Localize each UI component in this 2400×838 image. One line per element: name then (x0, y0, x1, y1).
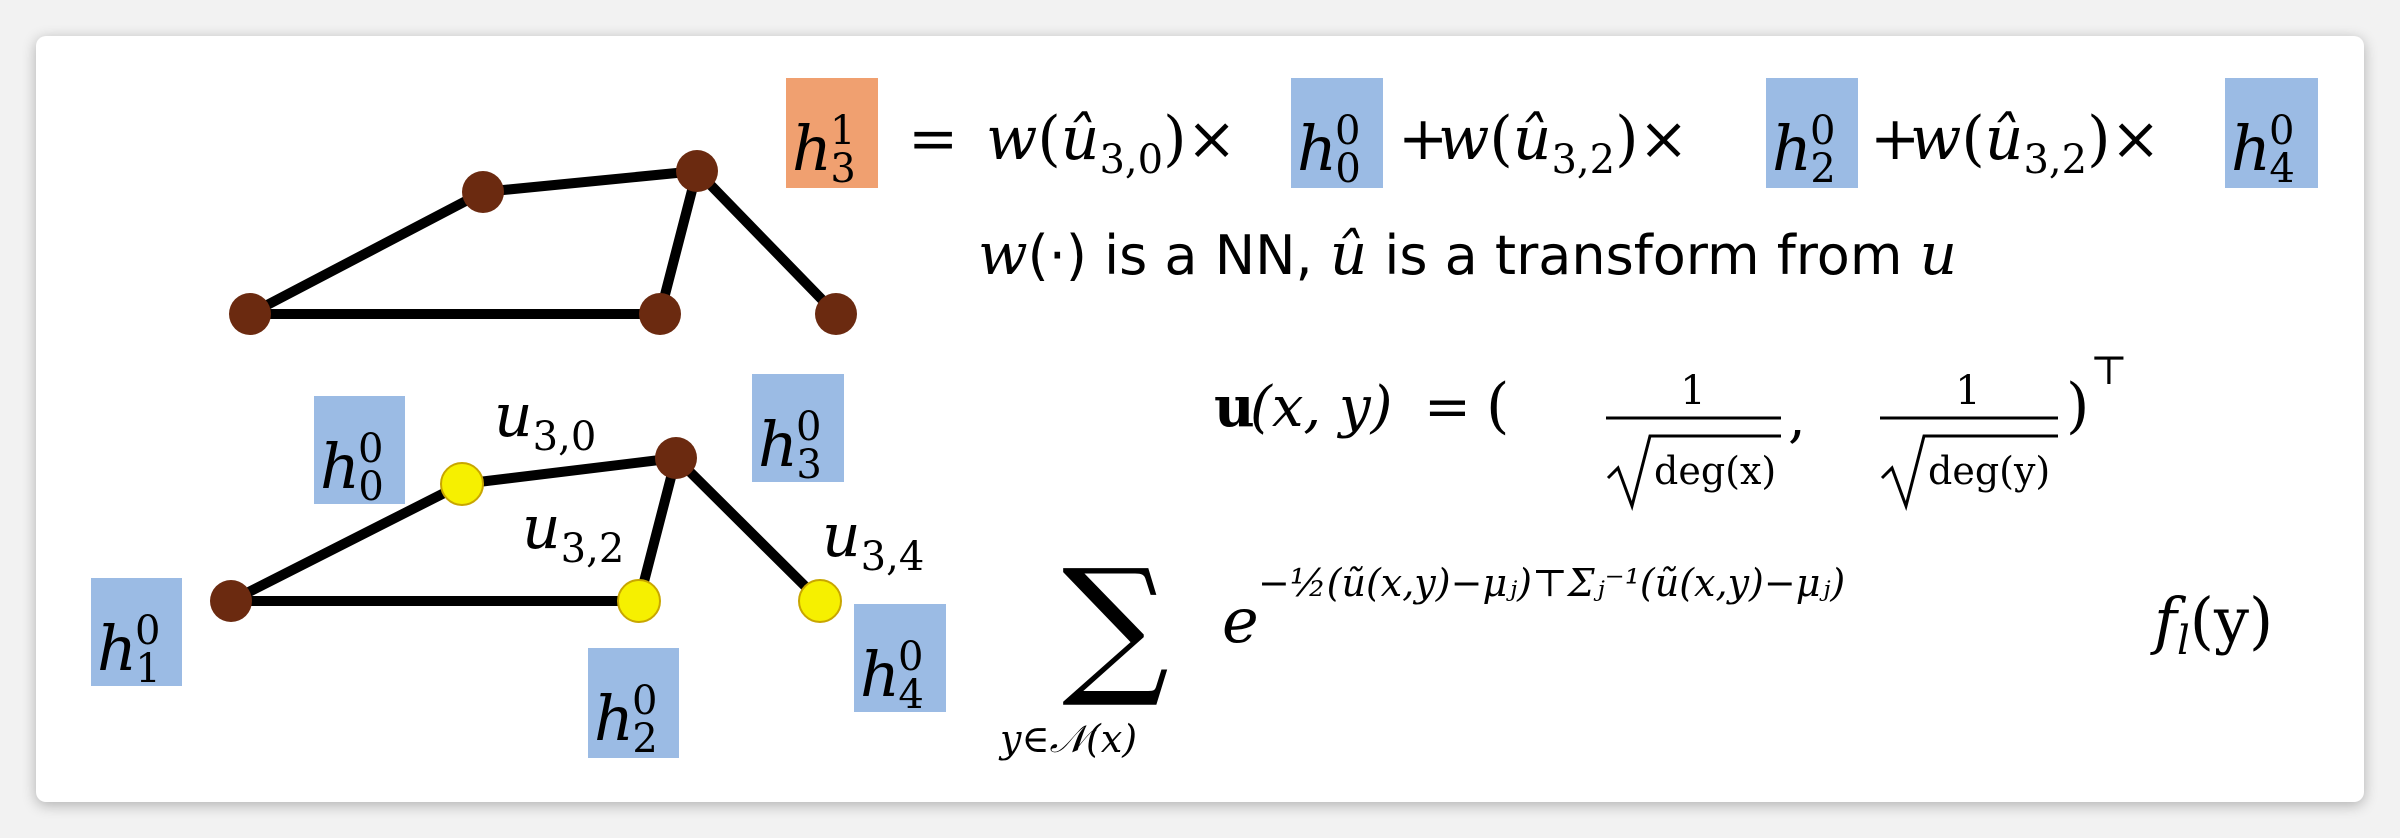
deg-y: deg(y) (1928, 449, 2050, 493)
sqrt-x (1606, 434, 1781, 512)
u-bold: u (1214, 374, 1255, 440)
label-h4: h0 4 (860, 634, 924, 718)
label-box-h2: h0 2 (588, 648, 679, 762)
gaussian-sum: ∑ y∈𝒩(x) e −½(ũ(x,y)−μⱼ)⊤Σⱼ⁻¹(ũ(x,y)−μⱼ)… (998, 538, 2273, 761)
u-transpose: ⊤ (2090, 348, 2128, 394)
top-graph (229, 150, 857, 335)
u-equals: = (1424, 375, 1471, 440)
u-comma: , (1788, 385, 1806, 450)
sqrt-y (1880, 434, 2058, 512)
bottom-graph: h0 0 h0 1 h0 2 h0 3 h0 4 u3,0 u3,2 u3,4 (91, 374, 946, 762)
term1-h-box (1291, 78, 1383, 188)
top-edge-e (692, 166, 841, 319)
term2-weight: w(û3,2)× (1438, 104, 1689, 183)
label-h1: h0 1 (97, 608, 161, 692)
top-edge-b (478, 166, 702, 197)
bottom-node-h0 (440, 462, 484, 506)
label-box-bg (588, 648, 679, 758)
top-node (462, 171, 504, 213)
bottom-node-h4 (798, 579, 842, 623)
sigma-symbol: ∑ (1062, 538, 1169, 712)
top-node (639, 293, 681, 335)
u-close-paren: ) (2066, 371, 2089, 441)
diagram-card: h0 0 h0 1 h0 2 h0 3 h0 4 u3,0 u3,2 u3,4 h1 3 =… (36, 36, 2364, 802)
top-node (229, 293, 271, 335)
label-box-h3: h0 3 (752, 374, 844, 488)
top-edge-a (245, 187, 488, 319)
exp-e: e (1222, 584, 1259, 657)
diagram-canvas: h0 0 h0 1 h0 2 h0 3 h0 4 u3,0 u3,2 u3,4 h1 3 =… (91, 78, 2318, 762)
term3-weight: w(û3,2)× (1910, 104, 2161, 183)
label-box-h0: h0 0 (314, 396, 405, 510)
equation-equals: = (908, 104, 958, 174)
edge-label-u30: u3,0 (494, 381, 596, 460)
bottom-edge-h0-h3 (457, 453, 681, 489)
u-args: (x, y) (1250, 375, 1393, 440)
bottom-edge-h2-h3 (634, 453, 681, 606)
term2-h: h0 2 (1772, 108, 1836, 192)
label-h2: h0 2 (594, 678, 658, 762)
edge-label-u34: u3,4 (822, 501, 924, 580)
bottom-graph-edges (226, 453, 825, 606)
deg-x: deg(x) (1654, 449, 1776, 493)
label-box-h4: h0 4 (854, 604, 946, 718)
update-equation: h1 3 = w(û3,0)× h0 0 + w(û3,2)× h0 2 + w(û3… (786, 78, 2318, 192)
label-box-bg (314, 396, 405, 504)
plus-1: + (1398, 104, 1448, 174)
f-of-y: fl(y) (2150, 584, 2273, 664)
frac-y-numerator: 1 (1955, 368, 1980, 414)
u-definition: u (x, y) = ( 1 deg(x) , 1 deg(y) ) ⊤ (1214, 348, 2128, 512)
plus-2: + (1870, 104, 1920, 174)
bottom-node-h2 (617, 579, 661, 623)
term1-h: h0 0 (1297, 108, 1361, 192)
top-node (676, 150, 718, 192)
bottom-node-h1 (210, 580, 252, 622)
bottom-edge-h1-h0 (226, 479, 467, 606)
label-box-h1: h0 1 (91, 578, 182, 692)
label-box-bg (752, 374, 844, 482)
u-open-paren: ( (1486, 371, 1509, 441)
bottom-edge-h3-h4 (671, 453, 825, 606)
term3-h-box (2225, 78, 2318, 188)
sum-subscript: y∈𝒩(x) (998, 717, 1137, 761)
bottom-node-h3 (655, 437, 697, 479)
label-box-bg (91, 578, 182, 686)
exponent: −½(ũ(x,y)−μⱼ)⊤Σⱼ⁻¹(ũ(x,y)−μⱼ) (1258, 561, 1845, 605)
label-h3: h0 3 (758, 404, 822, 488)
top-graph-edges (245, 166, 841, 319)
equation-lhs: h1 3 (792, 108, 856, 192)
label-h0: h0 0 (320, 426, 384, 510)
term1-weight: w(û3,0)× (986, 104, 1237, 183)
frac-x-numerator: 1 (1680, 368, 1705, 414)
term2-h-box (1766, 78, 1858, 188)
top-node (815, 293, 857, 335)
caption: w(·) is a NN, û is a transform from u (978, 220, 1957, 288)
edge-label-u32: u3,2 (522, 493, 624, 572)
top-graph-nodes (229, 150, 857, 335)
lhs-box (786, 78, 878, 188)
top-edge-d (655, 166, 702, 319)
label-box-bg (854, 604, 946, 712)
term3-h: h0 4 (2231, 108, 2295, 192)
